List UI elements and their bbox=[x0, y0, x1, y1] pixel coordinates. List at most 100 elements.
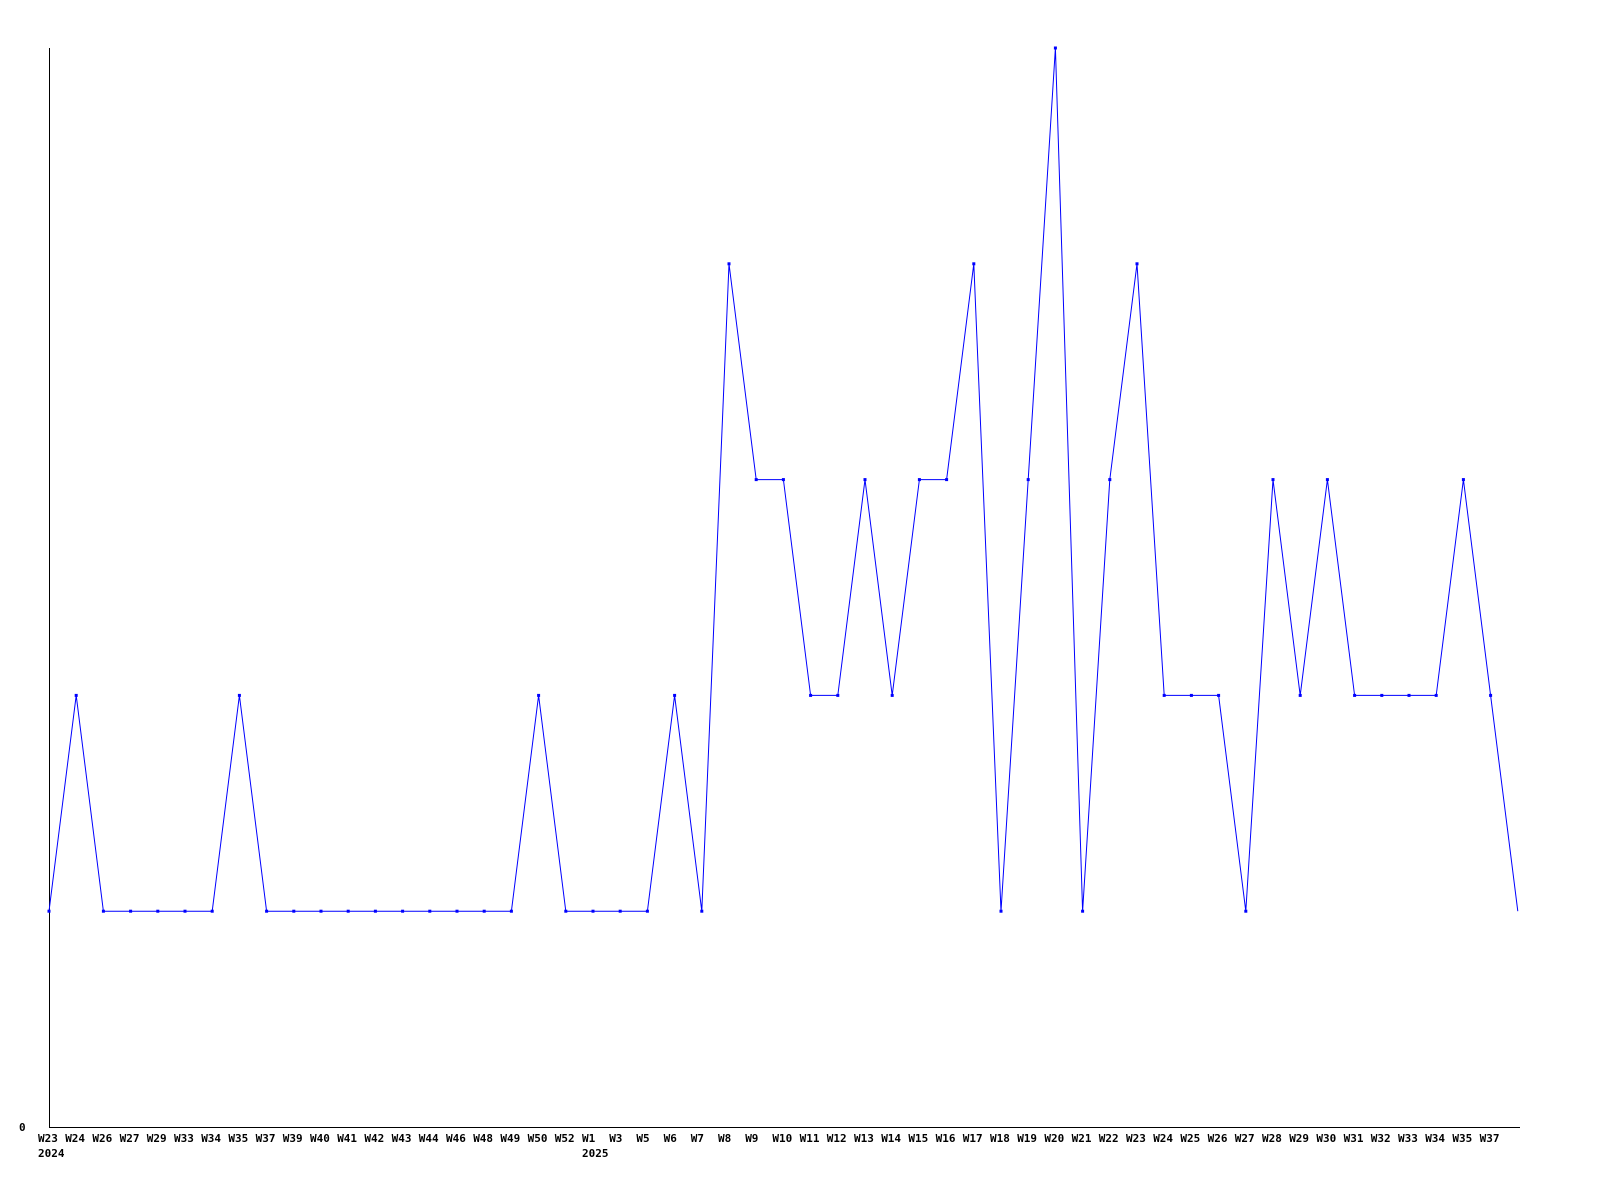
data-point bbox=[917, 478, 921, 482]
x-tick-label: W14 bbox=[881, 1132, 901, 1145]
x-tick-label: W3 bbox=[609, 1132, 622, 1145]
data-point bbox=[781, 478, 785, 482]
x-tick-label: W52 bbox=[555, 1132, 575, 1145]
x-tick-label: W21 bbox=[1072, 1132, 1092, 1145]
x-tick-label: W35 bbox=[1452, 1132, 1472, 1145]
data-point bbox=[999, 909, 1003, 913]
x-tick-label: W29 bbox=[1289, 1132, 1309, 1145]
x-tick-label: W8 bbox=[718, 1132, 731, 1145]
data-point bbox=[1217, 693, 1221, 697]
data-point bbox=[1053, 46, 1057, 50]
data-point bbox=[673, 693, 677, 697]
x-tick-label: W19 bbox=[1017, 1132, 1037, 1145]
x-tick-label: W13 bbox=[854, 1132, 874, 1145]
data-point bbox=[210, 909, 214, 913]
x-tick-label: W37 bbox=[256, 1132, 276, 1145]
data-point bbox=[237, 693, 241, 697]
data-point bbox=[591, 909, 595, 913]
x-tick-label: W10 bbox=[772, 1132, 792, 1145]
data-point bbox=[265, 909, 269, 913]
x-tick-label: W33 bbox=[174, 1132, 194, 1145]
x-tick-label: W32 bbox=[1371, 1132, 1391, 1145]
x-tick-label: W17 bbox=[963, 1132, 983, 1145]
x-tick-label: W33 bbox=[1398, 1132, 1418, 1145]
data-point bbox=[401, 909, 405, 913]
data-point bbox=[972, 262, 976, 266]
x-tick-label: W20 bbox=[1044, 1132, 1064, 1145]
data-point bbox=[1189, 693, 1193, 697]
data-point bbox=[1407, 693, 1411, 697]
x-tick-label: W41 bbox=[337, 1132, 357, 1145]
data-point bbox=[373, 909, 377, 913]
data-point bbox=[1162, 693, 1166, 697]
x-tick-label: W30 bbox=[1316, 1132, 1336, 1145]
data-point bbox=[1108, 478, 1112, 482]
x-tick-label: W23 bbox=[38, 1132, 58, 1145]
data-point bbox=[129, 909, 133, 913]
data-point bbox=[1380, 693, 1384, 697]
x-tick-label: W29 bbox=[147, 1132, 167, 1145]
x-tick-label: W37 bbox=[1480, 1132, 1500, 1145]
data-point bbox=[1434, 693, 1438, 697]
data-point bbox=[482, 909, 486, 913]
data-point bbox=[836, 693, 840, 697]
x-tick-label: W23 bbox=[1126, 1132, 1146, 1145]
x-tick-label: W35 bbox=[228, 1132, 248, 1145]
data-point bbox=[700, 909, 704, 913]
x-tick-label: W40 bbox=[310, 1132, 330, 1145]
x-tick-label: W15 bbox=[908, 1132, 928, 1145]
x-tick-label: W1 bbox=[582, 1132, 596, 1145]
x-tick-label: W11 bbox=[800, 1132, 820, 1145]
data-point bbox=[428, 909, 432, 913]
x-tick-label: W9 bbox=[745, 1132, 758, 1145]
y-tick-label: 0 bbox=[19, 1121, 26, 1134]
data-point bbox=[101, 909, 105, 913]
data-point bbox=[1081, 909, 1085, 913]
x-tick-label: W42 bbox=[364, 1132, 384, 1145]
x-tick-label: W44 bbox=[419, 1132, 439, 1145]
x-tick-label: W26 bbox=[92, 1132, 112, 1145]
data-point bbox=[156, 909, 160, 913]
data-point bbox=[183, 909, 187, 913]
data-point bbox=[1353, 693, 1357, 697]
data-point bbox=[618, 909, 622, 913]
year-label: 2025 bbox=[582, 1147, 609, 1160]
data-point bbox=[319, 909, 323, 913]
x-tick-label: W6 bbox=[664, 1132, 678, 1145]
data-point bbox=[945, 478, 949, 482]
x-tick-label: W24 bbox=[65, 1132, 85, 1145]
data-point bbox=[455, 909, 459, 913]
data-point bbox=[509, 909, 513, 913]
x-tick-label: W43 bbox=[392, 1132, 412, 1145]
data-point bbox=[863, 478, 867, 482]
x-tick-label: W49 bbox=[500, 1132, 520, 1145]
x-tick-label: W5 bbox=[636, 1132, 649, 1145]
x-tick-label: W27 bbox=[120, 1132, 140, 1145]
x-tick-label: W34 bbox=[201, 1132, 221, 1145]
x-tick-label: W39 bbox=[283, 1132, 303, 1145]
data-point bbox=[1244, 909, 1248, 913]
data-point bbox=[537, 693, 541, 697]
data-point bbox=[1298, 693, 1302, 697]
x-tick-label: W24 bbox=[1153, 1132, 1173, 1145]
x-tick-label: W7 bbox=[691, 1132, 704, 1145]
data-point bbox=[1489, 693, 1493, 697]
data-point bbox=[1135, 262, 1139, 266]
data-point bbox=[1026, 478, 1030, 482]
data-point bbox=[74, 693, 78, 697]
x-tick-label: W22 bbox=[1099, 1132, 1119, 1145]
data-point bbox=[809, 693, 813, 697]
data-point bbox=[1461, 478, 1465, 482]
data-point bbox=[47, 909, 51, 913]
data-point bbox=[1325, 478, 1329, 482]
data-point bbox=[292, 909, 296, 913]
x-tick-label: W16 bbox=[936, 1132, 956, 1145]
data-point bbox=[890, 693, 894, 697]
data-point bbox=[754, 478, 758, 482]
x-tick-label: W26 bbox=[1208, 1132, 1228, 1145]
data-point bbox=[727, 262, 731, 266]
x-tick-label: W31 bbox=[1344, 1132, 1364, 1145]
data-point bbox=[564, 909, 568, 913]
x-tick-label: W28 bbox=[1262, 1132, 1282, 1145]
